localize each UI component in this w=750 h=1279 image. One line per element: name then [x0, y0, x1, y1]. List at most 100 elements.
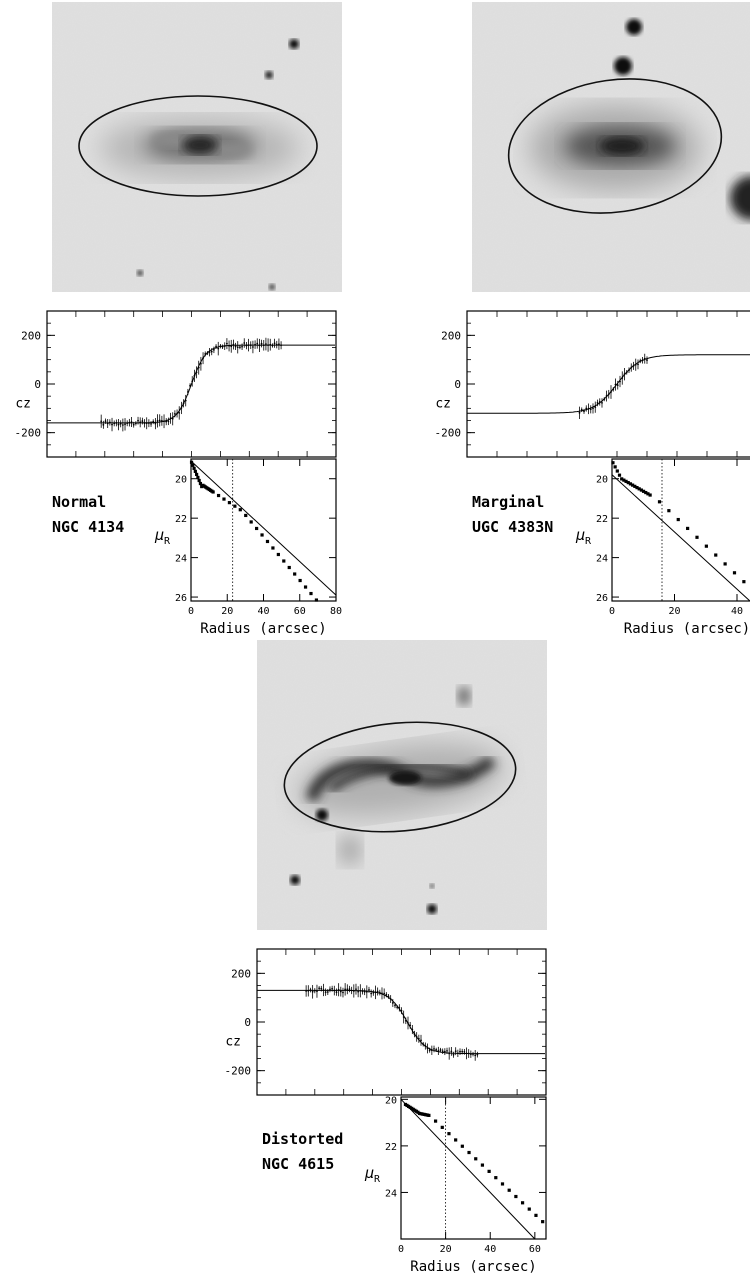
- data-point: [437, 1050, 440, 1052]
- data-point: [446, 1049, 448, 1052]
- data-point: [215, 345, 217, 348]
- data-point: [265, 343, 267, 345]
- mu-axis-label: μR: [575, 526, 592, 547]
- cz-tick-label: 200: [21, 329, 41, 342]
- data-point: [145, 422, 148, 425]
- data-point: [404, 1019, 407, 1022]
- radius-tick-label: 20: [668, 606, 680, 617]
- data-point: [435, 1048, 438, 1051]
- profile-point: [520, 1201, 525, 1205]
- mu-symbol: μ: [154, 526, 164, 544]
- mu-tick-label: 26: [596, 593, 608, 604]
- data-point: [646, 359, 648, 361]
- radius-tick-label: 80: [330, 606, 342, 617]
- profile-point: [686, 526, 690, 531]
- profile-point: [282, 559, 286, 563]
- plot-frame: [611, 458, 750, 602]
- data-point: [199, 362, 202, 365]
- data-point: [424, 1045, 427, 1047]
- data-point: [111, 423, 113, 426]
- surface-brightness-plot-ugc4383n: 20 22 24 260 20 40 Radius (arcsec) μR: [575, 458, 750, 637]
- data-point: [415, 1036, 418, 1038]
- profile-point: [196, 475, 200, 480]
- profile-point: [276, 552, 280, 557]
- rotation-curve-plot-ngc4134: 200 0 -200 cz: [15, 310, 337, 458]
- cz-tick-label: 200: [231, 967, 251, 980]
- data-point: [465, 1052, 468, 1055]
- mu-tick-label: 24: [175, 554, 187, 565]
- data-point: [381, 992, 383, 995]
- data-point: [239, 346, 241, 349]
- profile-point: [704, 544, 708, 548]
- data-point: [230, 345, 233, 348]
- data-point: [368, 989, 370, 991]
- data-point: [219, 345, 222, 348]
- data-point: [252, 346, 254, 348]
- data-point: [363, 990, 366, 993]
- data-point: [359, 989, 362, 992]
- radius-axis-label: Radius (arcsec): [200, 621, 326, 637]
- profile-point: [480, 1163, 485, 1167]
- data-point: [106, 422, 109, 425]
- data-point: [132, 423, 135, 426]
- profile-point: [487, 1169, 491, 1173]
- mu-symbol: μ: [364, 1164, 374, 1182]
- data-point: [311, 990, 314, 993]
- profile-point: [615, 469, 619, 473]
- data-point: [394, 1004, 396, 1007]
- profile-point: [427, 1113, 431, 1117]
- data-point: [137, 419, 139, 422]
- profile-point: [657, 500, 662, 504]
- radius-tick-label: 20: [440, 1244, 452, 1255]
- mu-tick-label: 22: [175, 514, 187, 525]
- data-point: [430, 1049, 433, 1052]
- profile-point: [195, 472, 199, 477]
- data-point: [176, 412, 178, 415]
- data-point: [254, 343, 256, 346]
- data-point: [411, 1028, 414, 1031]
- data-point: [104, 420, 107, 423]
- data-point: [396, 1006, 399, 1009]
- data-point: [456, 1052, 459, 1055]
- mu-axis-label: μR: [154, 526, 171, 547]
- data-point: [309, 989, 312, 991]
- data-point: [398, 1006, 401, 1009]
- profile-point: [314, 598, 319, 602]
- profile-point: [260, 533, 264, 537]
- profile-point: [287, 565, 291, 570]
- data-point: [459, 1050, 461, 1053]
- mu-tick-label: 20: [596, 475, 608, 486]
- profile-point: [198, 481, 203, 486]
- cz-tick-label: -200: [15, 427, 42, 440]
- data-point: [119, 422, 122, 425]
- profile-point: [474, 1157, 478, 1161]
- data-point: [249, 344, 252, 347]
- data-point: [324, 991, 327, 994]
- data-point: [389, 998, 392, 1000]
- galaxy-image-ngc4615: [257, 640, 547, 930]
- data-point: [333, 989, 336, 992]
- profile-point: [631, 483, 635, 487]
- profile-point: [714, 553, 718, 557]
- radius-axis-label: Radius (arcsec): [410, 1259, 536, 1275]
- data-point: [454, 1050, 457, 1053]
- disk-fit-line: [611, 474, 750, 602]
- profile-point: [620, 477, 624, 481]
- data-point: [234, 345, 237, 348]
- profile-point: [617, 473, 622, 477]
- aperture-ellipse: [507, 78, 723, 214]
- plot-frame: [190, 458, 337, 602]
- data-point: [598, 401, 601, 403]
- data-point: [610, 391, 612, 393]
- profile-point: [460, 1144, 464, 1148]
- data-point: [160, 419, 163, 422]
- data-point: [476, 1053, 479, 1056]
- data-point: [641, 359, 644, 362]
- data-point: [383, 992, 386, 995]
- data-point: [150, 422, 152, 425]
- radius-tick-label: 0: [398, 1244, 404, 1255]
- cz-axis-label: cz: [15, 396, 31, 411]
- data-point: [193, 374, 196, 377]
